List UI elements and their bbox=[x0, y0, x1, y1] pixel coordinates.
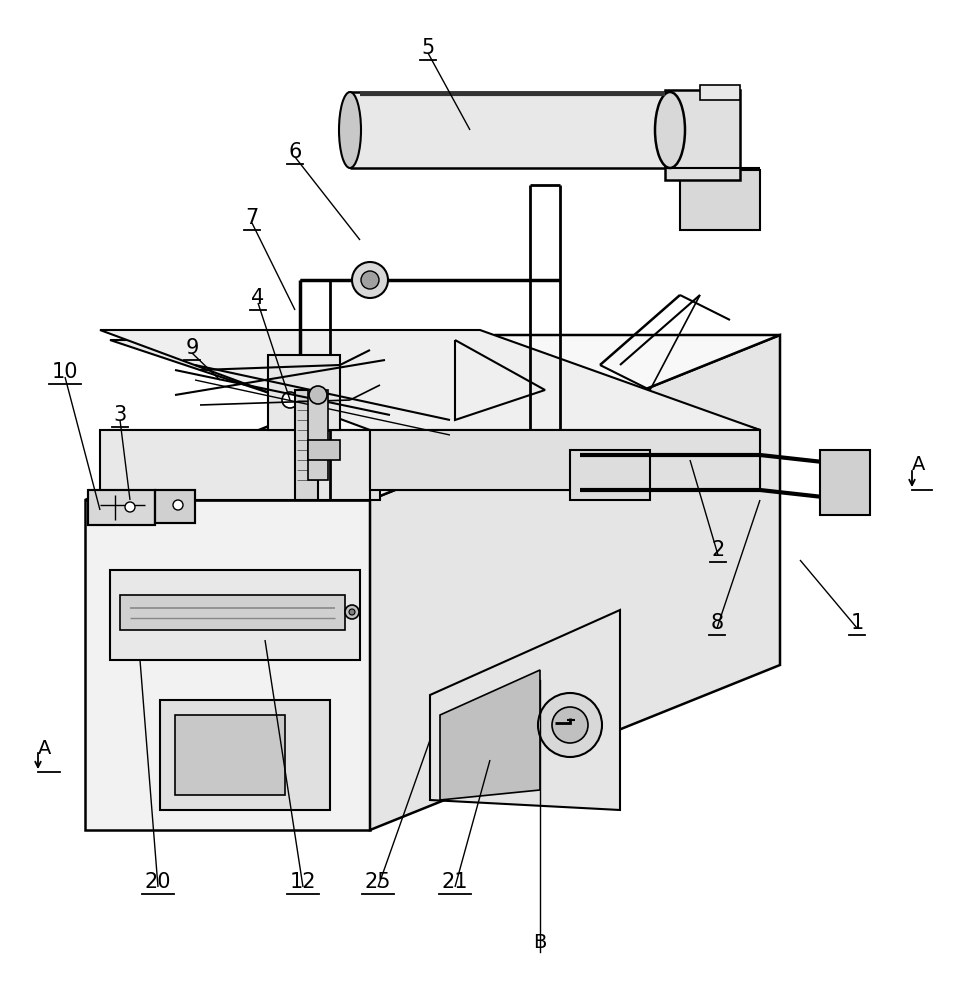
Text: 20: 20 bbox=[145, 872, 172, 892]
Text: B: B bbox=[533, 933, 547, 952]
Polygon shape bbox=[110, 340, 760, 430]
Polygon shape bbox=[268, 355, 340, 430]
Polygon shape bbox=[85, 500, 370, 830]
Circle shape bbox=[538, 693, 602, 757]
Text: 2: 2 bbox=[712, 540, 725, 560]
Circle shape bbox=[309, 386, 327, 404]
Polygon shape bbox=[155, 490, 195, 523]
Text: 9: 9 bbox=[185, 338, 199, 358]
Text: 25: 25 bbox=[364, 872, 391, 892]
Polygon shape bbox=[370, 430, 760, 490]
Polygon shape bbox=[88, 490, 155, 525]
Polygon shape bbox=[665, 90, 740, 180]
Polygon shape bbox=[820, 450, 870, 515]
Circle shape bbox=[349, 609, 355, 615]
Text: A: A bbox=[38, 738, 52, 758]
Circle shape bbox=[173, 500, 183, 510]
Text: 12: 12 bbox=[290, 872, 316, 892]
Text: 7: 7 bbox=[246, 208, 259, 228]
Ellipse shape bbox=[339, 92, 361, 168]
Text: 21: 21 bbox=[442, 872, 468, 892]
Text: 10: 10 bbox=[52, 362, 79, 382]
Circle shape bbox=[361, 271, 379, 289]
Polygon shape bbox=[308, 390, 328, 480]
Polygon shape bbox=[370, 335, 780, 830]
Polygon shape bbox=[100, 330, 760, 430]
Polygon shape bbox=[120, 595, 345, 630]
Text: A: A bbox=[912, 456, 925, 475]
Circle shape bbox=[282, 392, 298, 408]
Polygon shape bbox=[570, 450, 650, 500]
Circle shape bbox=[345, 605, 359, 619]
Text: 5: 5 bbox=[421, 38, 434, 58]
Text: 6: 6 bbox=[289, 142, 302, 162]
Text: 8: 8 bbox=[711, 613, 723, 633]
Circle shape bbox=[552, 707, 588, 743]
Circle shape bbox=[352, 262, 388, 298]
Polygon shape bbox=[295, 390, 318, 500]
Polygon shape bbox=[680, 170, 760, 230]
Polygon shape bbox=[110, 570, 360, 660]
Polygon shape bbox=[308, 440, 340, 460]
Text: 3: 3 bbox=[113, 405, 127, 425]
Text: 4: 4 bbox=[251, 288, 265, 308]
Polygon shape bbox=[100, 430, 370, 500]
Ellipse shape bbox=[655, 92, 685, 168]
Polygon shape bbox=[430, 610, 620, 810]
Polygon shape bbox=[175, 715, 285, 795]
Polygon shape bbox=[380, 430, 760, 490]
Circle shape bbox=[125, 502, 135, 512]
Text: 1: 1 bbox=[851, 613, 864, 633]
Polygon shape bbox=[700, 85, 740, 100]
Polygon shape bbox=[85, 335, 780, 500]
Polygon shape bbox=[160, 700, 330, 810]
Polygon shape bbox=[440, 670, 540, 800]
Polygon shape bbox=[110, 430, 380, 500]
Polygon shape bbox=[350, 92, 670, 168]
